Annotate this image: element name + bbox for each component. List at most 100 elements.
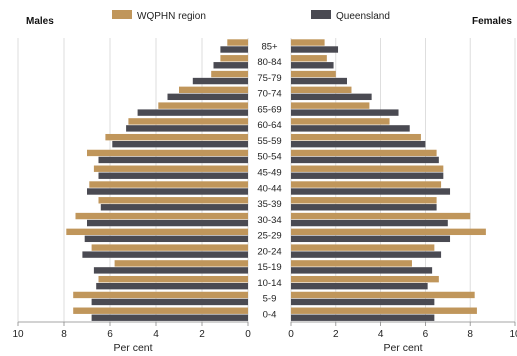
bar-female-wqphn-region-70-74	[291, 86, 352, 94]
bar-male-wqphn-region-20-24	[91, 244, 248, 251]
legend-label-queensland: Queensland	[336, 11, 390, 22]
bar-male-wqphn-region-5-9	[73, 291, 248, 299]
bar-male-wqphn-region-45-49	[93, 165, 249, 172]
bar-female-wqphn-region-40-44	[291, 181, 442, 188]
bar-female-queensland-80-84	[291, 62, 334, 69]
bar-female-queensland-5-9	[291, 298, 435, 306]
age-group-label: 55-59	[257, 136, 281, 147]
bar-female-wqphn-region-85	[291, 39, 325, 46]
x-tick-label-right: 6	[423, 329, 429, 340]
bar-female-queensland-70-74	[291, 93, 372, 101]
bar-female-queensland-25-29	[291, 235, 451, 243]
bar-male-wqphn-region-80-84	[220, 55, 248, 62]
age-group-label: 45-49	[257, 168, 281, 179]
bar-male-wqphn-region-15-19	[114, 260, 248, 267]
females-title: Females	[472, 16, 512, 27]
bar-female-queensland-40-44	[291, 188, 451, 195]
age-group-label: 25-29	[257, 231, 281, 242]
legend-swatch-wqphn	[112, 10, 132, 19]
bars	[66, 39, 486, 321]
bar-male-wqphn-region-30-34	[75, 212, 248, 220]
bar-female-wqphn-region-0-4	[291, 307, 477, 314]
legend: WQPHN region Queensland	[112, 10, 390, 22]
bar-male-queensland-75-79	[192, 77, 248, 85]
age-group-label: 35-39	[257, 199, 281, 210]
bar-male-wqphn-region-50-54	[87, 149, 248, 157]
age-group-label: 60-64	[257, 120, 281, 131]
males-title: Males	[26, 16, 54, 27]
x-tick-label-left: 6	[107, 329, 113, 340]
bar-male-wqphn-region-25-29	[66, 228, 248, 236]
x-tick-label-left: 4	[153, 329, 159, 340]
bar-male-queensland-45-49	[98, 172, 248, 179]
bar-male-queensland-55-59	[112, 140, 248, 148]
bar-female-wqphn-region-50-54	[291, 149, 437, 157]
bar-female-wqphn-region-75-79	[291, 70, 336, 78]
bar-female-queensland-10-14	[291, 282, 428, 290]
x-tick-label-right: 8	[467, 329, 473, 340]
bar-male-queensland-60-64	[126, 125, 248, 132]
age-group-label: 10-14	[257, 278, 281, 289]
bar-female-wqphn-region-15-19	[291, 260, 412, 267]
bar-female-queensland-65-69	[291, 109, 399, 116]
bar-female-wqphn-region-5-9	[291, 291, 475, 299]
bar-male-queensland-20-24	[82, 251, 249, 258]
x-tick-label-right: 0	[288, 329, 294, 340]
bar-female-queensland-15-19	[291, 267, 433, 274]
x-tick-label-right: 2	[333, 329, 339, 340]
legend-label-wqphn: WQPHN region	[137, 11, 206, 22]
bar-female-queensland-50-54	[291, 156, 439, 164]
age-group-label: 70-74	[257, 89, 281, 100]
bar-male-queensland-80-84	[213, 62, 248, 69]
axes: 0 0 2 2 4 4 6 6 8 8 10 10	[12, 321, 517, 340]
bar-female-wqphn-region-20-24	[291, 244, 435, 251]
bar-female-queensland-55-59	[291, 140, 426, 148]
bar-male-wqphn-region-60-64	[128, 118, 248, 125]
x-tick-label-left: 8	[61, 329, 67, 340]
bar-female-queensland-0-4	[291, 314, 435, 321]
age-group-label: 5-9	[263, 294, 277, 305]
age-group-label: 80-84	[257, 57, 281, 68]
bar-female-wqphn-region-80-84	[291, 55, 327, 62]
bar-male-wqphn-region-85	[227, 39, 248, 46]
age-group-label: 15-19	[257, 262, 281, 273]
bar-female-queensland-20-24	[291, 251, 442, 258]
bar-male-queensland-10-14	[96, 282, 248, 290]
bar-female-wqphn-region-35-39	[291, 197, 437, 204]
age-group-label: 85+	[261, 41, 278, 52]
bar-male-wqphn-region-55-59	[105, 133, 249, 141]
age-group-label: 20-24	[257, 246, 281, 257]
bar-female-queensland-35-39	[291, 204, 437, 211]
x-tick-label-left: 10	[12, 329, 24, 340]
bar-male-wqphn-region-10-14	[98, 275, 248, 283]
x-tick-label-left: 2	[199, 329, 205, 340]
x-tick-label-right: 4	[378, 329, 384, 340]
x-tick-label-left: 0	[245, 329, 251, 340]
bar-male-queensland-30-34	[87, 219, 248, 227]
bar-male-queensland-0-4	[91, 314, 248, 321]
bar-female-queensland-45-49	[291, 172, 444, 179]
legend-swatch-queensland	[311, 10, 331, 19]
age-group-label: 0-4	[263, 310, 277, 321]
bar-male-queensland-25-29	[84, 235, 248, 243]
bar-male-wqphn-region-65-69	[158, 102, 248, 109]
gridlines	[17, 38, 516, 322]
bar-male-queensland-15-19	[93, 267, 249, 274]
bar-female-wqphn-region-30-34	[291, 212, 471, 220]
age-group-label: 40-44	[257, 183, 281, 194]
bar-female-queensland-30-34	[291, 219, 448, 227]
age-group-label: 30-34	[257, 215, 281, 226]
bar-female-wqphn-region-10-14	[291, 275, 439, 283]
bar-female-wqphn-region-25-29	[291, 228, 486, 236]
bar-male-wqphn-region-40-44	[89, 181, 248, 188]
age-labels: 85+ 80-84 75-79 70-74 65-69 60-64 55-59 50-54 45…	[257, 41, 281, 320]
bar-male-wqphn-region-35-39	[98, 197, 248, 204]
bar-female-wqphn-region-60-64	[291, 118, 390, 125]
bar-male-wqphn-region-75-79	[211, 70, 248, 78]
bar-male-wqphn-region-70-74	[179, 86, 248, 94]
x-axis-title-right: Per cent	[383, 342, 422, 354]
x-tick-label-right: 10	[509, 329, 517, 340]
x-axis-title-left: Per cent	[113, 342, 152, 354]
bar-female-wqphn-region-55-59	[291, 133, 421, 141]
